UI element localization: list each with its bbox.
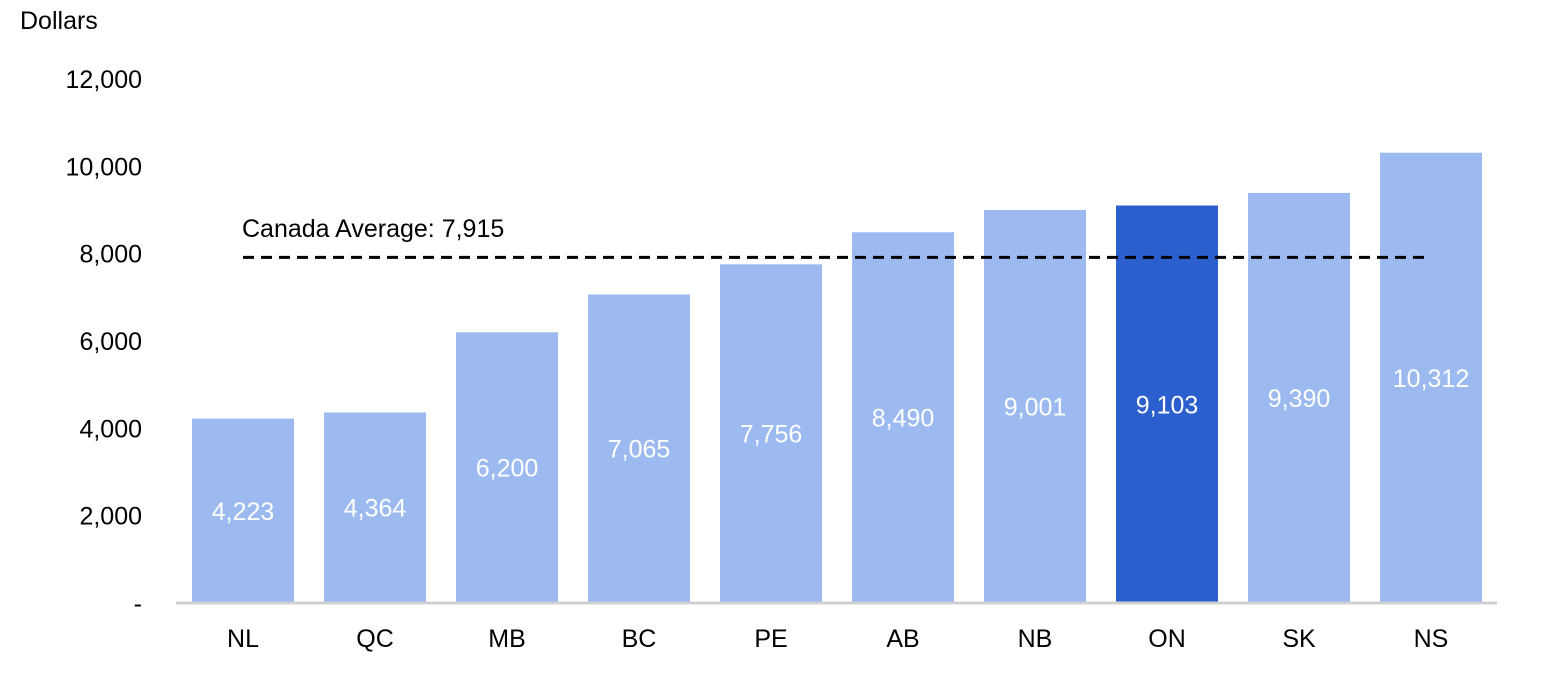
y-tick-label: 2,000 bbox=[79, 503, 142, 531]
y-axis-unit-label: Dollars bbox=[20, 7, 98, 35]
y-axis-ticks: - 2,000 4,000 6,000 8,000 10,000 12,000 bbox=[66, 66, 142, 618]
bar-bc bbox=[588, 294, 690, 603]
bar-nl bbox=[192, 418, 294, 603]
y-tick-label: 10,000 bbox=[66, 153, 142, 181]
bar-value-label: 9,390 bbox=[1268, 385, 1331, 413]
bar-value-label: 7,756 bbox=[740, 421, 803, 449]
x-tick-label: BC bbox=[622, 625, 657, 653]
bar-value-label: 4,364 bbox=[344, 495, 407, 523]
bar-ns bbox=[1380, 152, 1482, 603]
bar-value-label: 10,312 bbox=[1393, 365, 1469, 393]
bar-value-label: 9,001 bbox=[1004, 393, 1067, 421]
bar-pe bbox=[720, 264, 822, 603]
x-tick-label: PE bbox=[754, 625, 787, 653]
x-axis-labels: NL QC MB BC PE AB NB ON SK NS bbox=[227, 625, 1448, 653]
bar-qc bbox=[324, 412, 426, 603]
x-tick-label: QC bbox=[356, 625, 394, 653]
bar-mb bbox=[456, 332, 558, 603]
y-tick-label: 6,000 bbox=[79, 328, 142, 356]
x-tick-label: ON bbox=[1148, 625, 1186, 653]
bar-sk bbox=[1248, 192, 1350, 603]
bar-value-label: 6,200 bbox=[476, 455, 539, 483]
x-tick-label: AB bbox=[886, 625, 919, 653]
y-tick-label: 4,000 bbox=[79, 415, 142, 443]
x-tick-label: NS bbox=[1414, 625, 1449, 653]
x-tick-label: SK bbox=[1282, 625, 1316, 653]
x-tick-label: NL bbox=[227, 625, 259, 653]
bar-value-label: 7,065 bbox=[608, 436, 671, 464]
x-tick-label: MB bbox=[488, 625, 526, 653]
bars: 4,223 4,364 6,200 7,065 7,756 8,490 9,001 9,103… bbox=[192, 152, 1482, 604]
bar-ab bbox=[852, 232, 954, 603]
bar-on bbox=[1116, 205, 1218, 604]
x-tick-label: NB bbox=[1018, 625, 1053, 653]
average-reference-label: Canada Average: 7,915 bbox=[242, 215, 504, 243]
bar-value-label: 4,223 bbox=[212, 498, 275, 526]
y-tick-label: 12,000 bbox=[66, 66, 142, 94]
y-tick-label: 8,000 bbox=[79, 241, 142, 269]
bar-nb bbox=[984, 209, 1086, 603]
y-tick-label: - bbox=[134, 590, 142, 618]
bar-value-label: 9,103 bbox=[1136, 391, 1199, 419]
bar-value-label: 8,490 bbox=[872, 405, 935, 433]
